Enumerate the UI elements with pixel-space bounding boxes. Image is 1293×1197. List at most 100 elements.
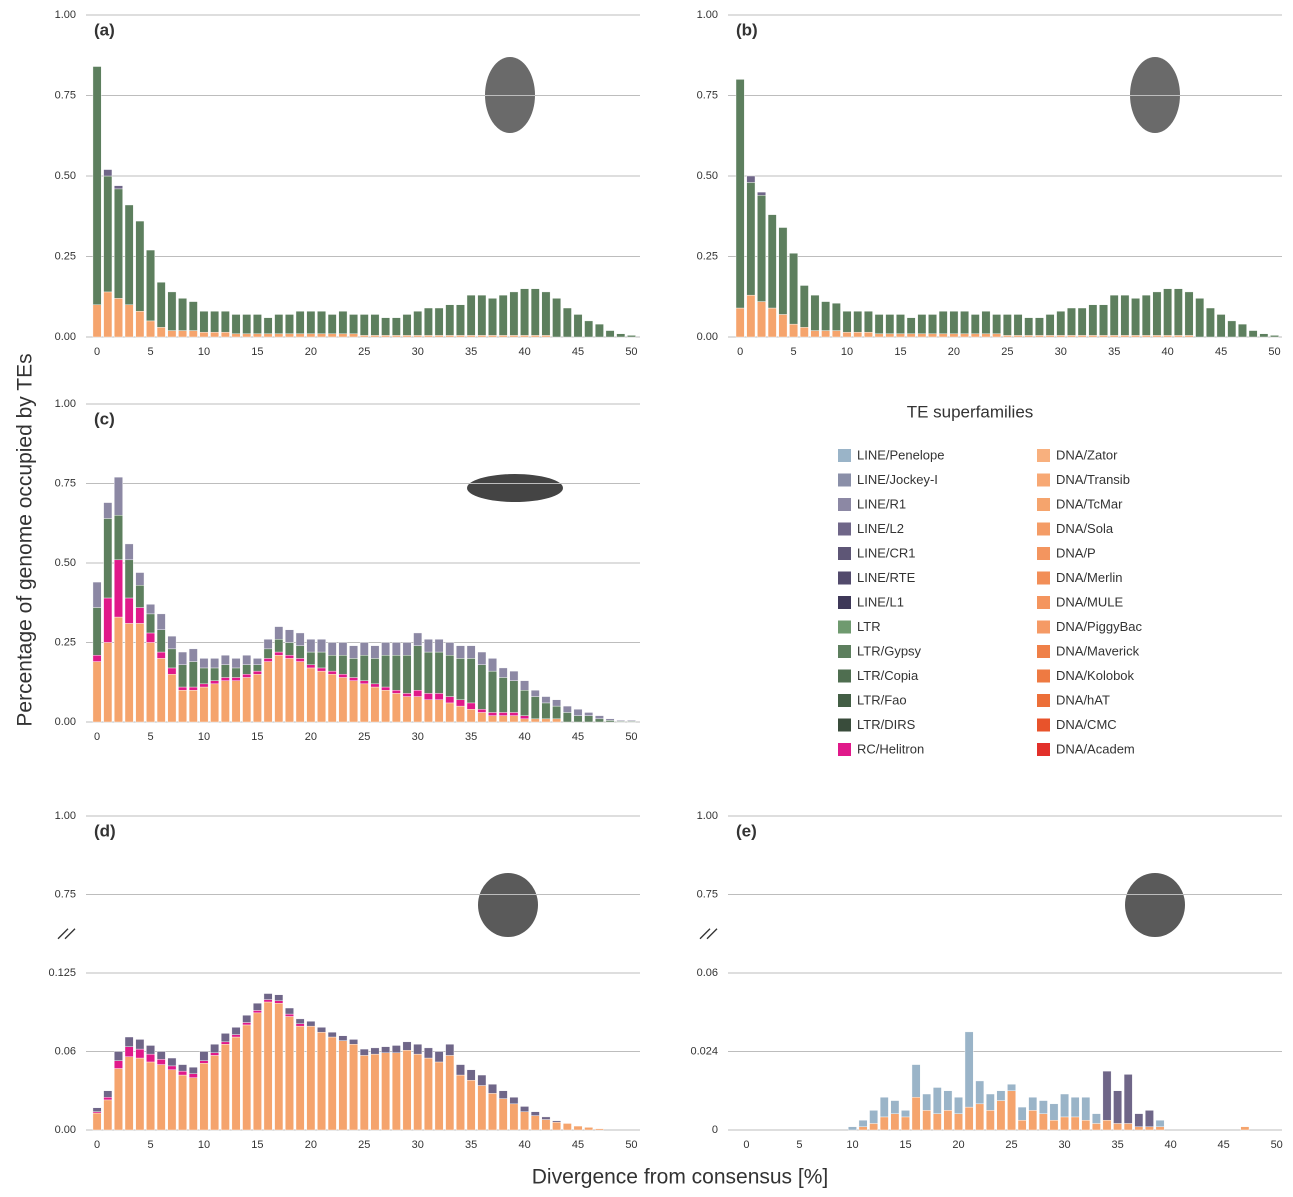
bar-segment [274,655,284,723]
legend-label: LINE/Jockey-I [857,472,938,487]
bar-segment [424,699,433,723]
bar-segment [466,1080,476,1131]
bar-segment [317,670,326,723]
bar-segment [146,632,155,643]
y-tick-label: 0.75 [55,89,76,101]
bar-segment [778,314,788,338]
legend-label: LINE/L2 [857,521,904,536]
bar-segment [338,1040,348,1131]
bar-segment [103,1090,113,1098]
bar-segment [1206,307,1215,338]
bar-segment [156,1064,166,1131]
bar-segment [231,667,241,678]
bar-segment [295,661,305,723]
bar-segment [359,1055,369,1131]
x-tick-label: 30 [1058,1139,1070,1151]
bar-segment [327,1036,337,1131]
legend-swatch [838,743,851,756]
bar-segment [103,1097,113,1101]
bar-segment [573,1125,583,1131]
bar-segment [231,680,241,723]
bar-segment [306,1021,316,1027]
bar-segment [1123,1123,1133,1131]
bar-segment [391,317,401,336]
y-tick-label: 1.00 [697,9,718,21]
bar-segment [306,311,316,334]
legend-label: LTR/Copia [857,668,919,683]
x-tick-label: 35 [1111,1139,1123,1151]
bar-segment [735,79,745,309]
legend-swatch [838,645,851,658]
bar-segment [885,333,895,338]
bar-segment [124,559,134,599]
bar-segment [970,314,980,334]
bar-segment [317,651,326,669]
x-tick-label: 0 [94,346,100,358]
legend-label: DNA/P [1056,545,1096,560]
y-tick-label: 0.00 [55,331,76,343]
legend-swatch [1037,669,1050,683]
bar-segment [103,1099,113,1131]
bar-segment [402,1050,412,1131]
bar-segment [210,331,220,338]
bar-segment [970,333,980,338]
x-tick-label: 10 [198,1139,210,1151]
legend-label: DNA/Academ [1056,741,1135,756]
bar-segment [1113,1090,1122,1124]
x-tick-label: 0 [94,731,100,743]
bar-segment [1109,335,1119,338]
bar-segment [370,1047,380,1055]
bar-segment [188,1073,198,1078]
bar-segment [996,1090,1006,1101]
x-tick-label: 15 [251,1139,263,1151]
x-tick-label: 45 [572,731,584,743]
bar-segment [199,667,209,685]
bar-segment [295,333,305,338]
legend-swatch [838,522,851,536]
bar-segment [584,712,594,716]
x-tick-label: 45 [572,1139,584,1151]
x-tick-label: 40 [518,1139,530,1151]
bar-segment [1113,1123,1122,1131]
bar-segment [789,253,798,325]
bar-segment [402,642,412,656]
bar-segment [928,314,937,334]
bar-segment [434,1051,444,1063]
bar-segment [156,629,166,653]
bar-segment [456,705,465,723]
bar-segment [402,335,412,338]
x-tick-label: 35 [465,731,477,743]
legend-swatch [838,620,851,634]
x-tick-label: 20 [948,346,960,358]
bar-segment [922,1110,932,1131]
bar-segment [92,1107,102,1112]
bar-segment [349,333,358,338]
bar-segment [530,696,540,720]
bar-segment [92,304,102,338]
bar-segment [359,655,369,681]
y-axis-label: Percentage of genome occupied by TEs [14,353,37,726]
bar-segment [263,993,273,1000]
legend-swatch [1037,473,1050,487]
bar-segment [1134,1126,1144,1131]
bar-segment [178,690,187,723]
bar-segment [370,314,380,336]
bar-segment [317,667,326,672]
bar-segment [188,686,198,691]
bar-segment [413,1044,423,1055]
legend-label: DNA/Merlin [1056,570,1122,585]
bar-segment [231,1036,241,1131]
x-tick-label: 45 [1215,346,1227,358]
bar-segment [317,639,326,653]
bar-segment [498,294,508,336]
bar-segment [114,559,123,618]
x-tick-label: 25 [358,731,370,743]
bar-segment [274,314,284,334]
bar-segment [327,670,337,675]
bar-segment [370,683,380,688]
bar-segment [466,709,476,723]
bar-segment [349,645,358,659]
bar-segment [285,1013,294,1017]
bar-segment [1248,330,1258,338]
bar-segment [424,1057,433,1131]
